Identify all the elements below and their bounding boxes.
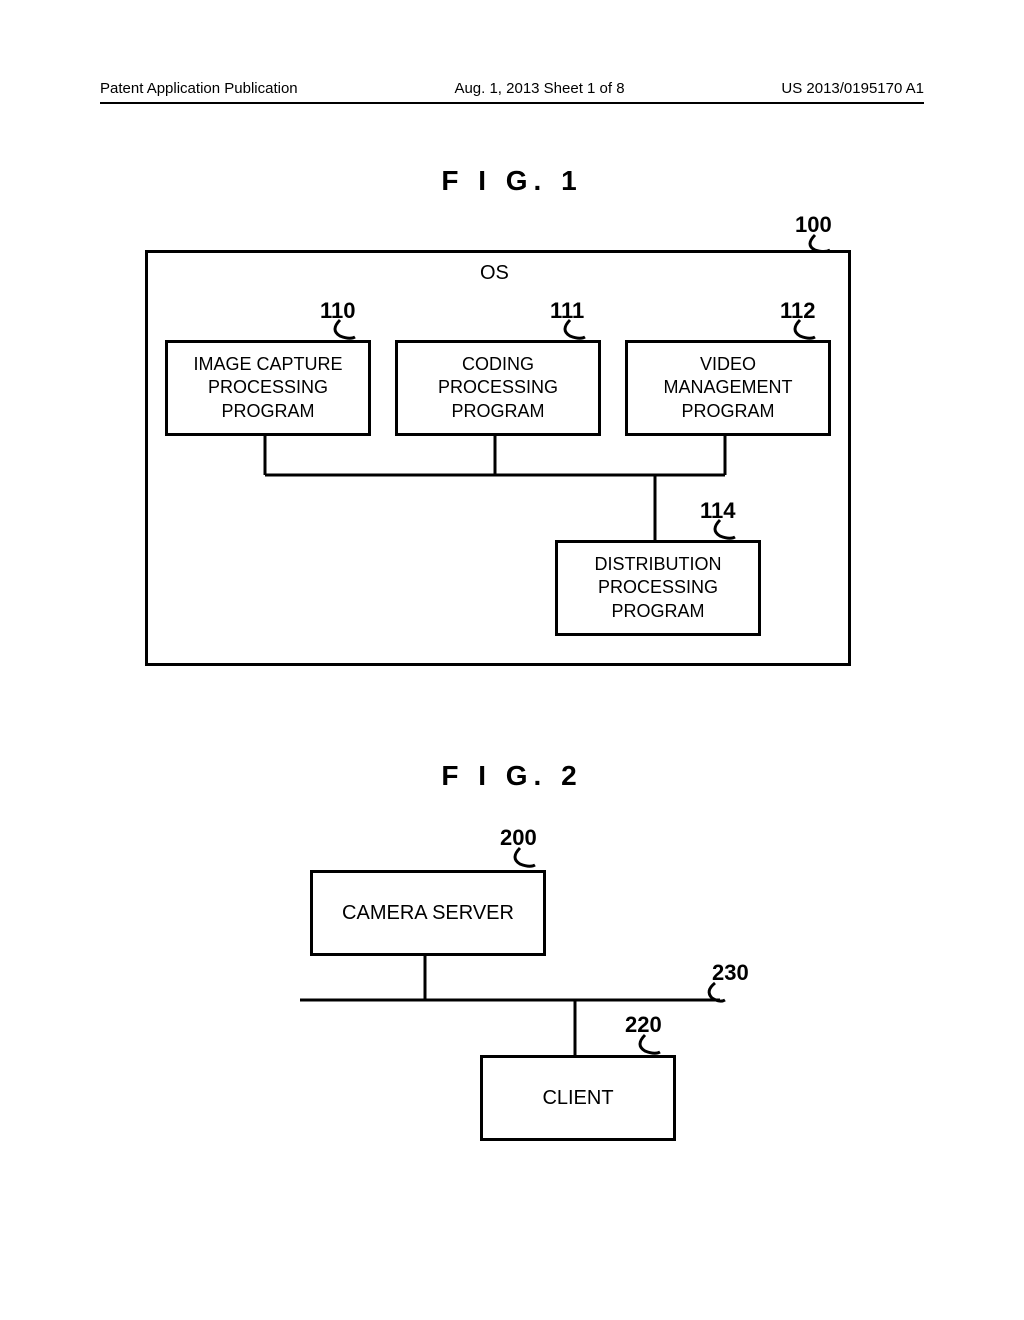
header-left: Patent Application Publication	[100, 80, 298, 97]
box-200: CAMERA SERVER	[310, 870, 546, 956]
box-111: CODING PROCESSING PROGRAM	[395, 340, 601, 436]
hook-110	[330, 320, 360, 342]
box-111-l1: CODING	[462, 353, 534, 376]
box-111-l2: PROCESSING	[438, 376, 558, 399]
box-110-l2: PROCESSING	[208, 376, 328, 399]
header-center: Aug. 1, 2013 Sheet 1 of 8	[454, 80, 624, 97]
box-220: CLIENT	[480, 1055, 676, 1141]
hook-230	[700, 983, 730, 1005]
box-112-l1: VIDEO	[700, 353, 756, 376]
os-label: OS	[480, 262, 509, 285]
box-220-label: CLIENT	[542, 1085, 613, 1111]
box-114: DISTRIBUTION PROCESSING PROGRAM	[555, 540, 761, 636]
box-114-l2: PROCESSING	[598, 576, 718, 599]
box-112: VIDEO MANAGEMENT PROGRAM	[625, 340, 831, 436]
header-right: US 2013/0195170 A1	[781, 80, 924, 97]
page: Patent Application Publication Aug. 1, 2…	[0, 0, 1024, 1320]
box-114-l3: PROGRAM	[611, 600, 704, 623]
box-110-l3: PROGRAM	[221, 400, 314, 423]
box-114-l1: DISTRIBUTION	[594, 553, 721, 576]
box-110-l1: IMAGE CAPTURE	[193, 353, 342, 376]
header-row: Patent Application Publication Aug. 1, 2…	[100, 80, 924, 97]
fig1-title: F I G. 1	[0, 165, 1024, 197]
hook-220	[635, 1035, 665, 1057]
box-200-label: CAMERA SERVER	[342, 900, 514, 926]
box-111-l3: PROGRAM	[451, 400, 544, 423]
header-underline	[100, 102, 924, 104]
hook-111	[560, 320, 590, 342]
box-112-l2: MANAGEMENT	[663, 376, 792, 399]
hook-200	[510, 848, 540, 870]
hook-114	[710, 520, 740, 542]
fig2-title: F I G. 2	[0, 760, 1024, 792]
box-110: IMAGE CAPTURE PROCESSING PROGRAM	[165, 340, 371, 436]
hook-112	[790, 320, 820, 342]
box-112-l3: PROGRAM	[681, 400, 774, 423]
